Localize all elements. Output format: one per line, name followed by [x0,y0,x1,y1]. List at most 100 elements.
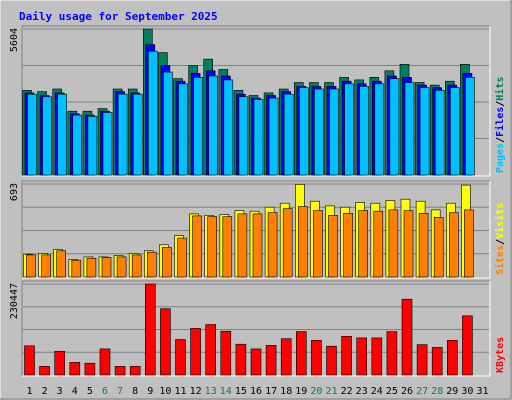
chart-title: Daily usage for September 2025 [19,10,218,23]
bar-kbytes-day-3 [54,350,66,376]
bar-pages-day-7 [117,93,128,176]
bar-sites-day-29 [448,212,459,278]
bar-sites-day-3 [56,250,67,278]
bar-pages-day-19 [298,87,309,176]
bar-pages-day-1 [27,93,37,176]
bar-sites-day-22 [343,213,353,278]
bar-pages-day-15 [238,96,249,176]
bar-sites-day-20 [313,210,323,278]
bar-sites-day-28 [433,217,444,278]
bar-sites-day-13 [207,216,217,278]
x-tick-label-day-29: 29 [446,386,458,397]
bar-kbytes-day-10 [160,308,171,376]
legend-hits: Hits [494,77,506,101]
x-tick-label-day-21: 21 [325,386,337,397]
x-tick-label-day-26: 26 [401,386,413,397]
x-tick-label-day-24: 24 [371,386,383,397]
bar-kbytes-day-20 [311,339,322,376]
bar-sites-day-1 [26,254,36,278]
x-tick-label-day-14: 14 [220,386,232,397]
bar-pages-day-11 [178,83,188,176]
x-tick-label-day-3: 3 [57,386,63,397]
bar-kbytes-day-9 [145,283,156,376]
x-tick-label-day-9: 9 [147,386,153,397]
panel-hits-legend: Pages/Files/Hits [494,77,506,173]
bar-sites-day-26 [403,210,414,278]
bar-kbytes-day-19 [295,331,307,376]
x-tick-label-day-5: 5 [87,386,93,397]
x-tick-label-day-23: 23 [356,386,368,397]
x-tick-label-day-10: 10 [159,386,171,397]
bar-pages-day-28 [434,90,445,176]
bar-sites-day-12 [192,215,202,278]
bar-kbytes-day-4 [69,362,81,376]
bar-sites-day-5 [86,257,97,278]
bar-pages-day-3 [57,93,68,176]
x-tick-label-day-22: 22 [341,386,353,397]
x-tick-label-day-7: 7 [117,386,123,397]
bar-sites-day-17 [267,212,278,278]
bar-kbytes-day-23 [356,337,368,376]
bar-kbytes-day-16 [250,348,262,376]
bar-pages-day-4 [72,114,83,176]
bar-pages-day-17 [268,97,279,176]
x-tick-label-day-17: 17 [265,386,277,397]
panel-kbytes-max-label: 230447 [9,283,20,319]
bar-pages-day-6 [102,112,113,176]
bar-pages-day-24 [374,83,385,176]
bar-sites-day-23 [358,210,369,278]
bar-kbytes-day-14 [220,330,232,376]
bar-sites-day-2 [41,254,51,278]
bar-sites-day-11 [177,237,187,278]
x-tick-label-day-28: 28 [431,386,443,397]
bar-sites-day-24 [373,210,384,278]
x-tick-label-day-8: 8 [132,386,138,397]
x-tick-label-day-27: 27 [416,386,428,397]
x-tick-label-day-30: 30 [461,386,473,397]
x-tick-label-day-25: 25 [386,386,398,397]
bar-kbytes-day-1 [24,345,35,376]
bar-sites-day-14 [222,216,233,278]
bar-pages-day-18 [283,93,294,176]
bar-kbytes-day-6 [99,348,111,376]
bar-kbytes-day-11 [175,339,186,376]
x-tick-label-day-19: 19 [295,386,307,397]
bar-pages-day-23 [359,86,370,176]
bar-sites-day-30 [464,209,474,278]
bar-sites-day-4 [71,259,82,278]
bar-pages-day-2 [42,96,52,176]
bar-pages-day-30 [465,77,475,176]
bar-kbytes-day-7 [114,365,126,376]
bar-sites-day-7 [116,256,127,278]
panel-hits-max-label: 5604 [9,28,20,52]
x-tick-label-day-18: 18 [280,386,292,397]
bar-sites-day-9 [147,251,157,278]
legend-kbytes: KBytes [495,337,506,373]
bar-sites-day-25 [388,209,399,278]
bar-kbytes-day-8 [129,365,141,376]
bar-pages-day-22 [344,83,354,176]
legend-pages: Pages [495,143,506,173]
bar-sites-day-18 [282,208,293,278]
bar-sites-day-21 [328,215,338,278]
legend-visits: Visits [494,203,506,239]
x-tick-label-day-16: 16 [250,386,262,397]
legend-separator: / [495,101,506,107]
bar-kbytes-day-28 [431,347,443,376]
bar-sites-day-6 [101,257,112,278]
x-tick-label-day-11: 11 [174,386,186,397]
bar-pages-day-21 [329,88,339,176]
x-tick-label-day-1: 1 [26,386,32,397]
legend-separator: / [495,137,506,143]
x-tick-label-day-13: 13 [205,386,217,397]
x-tick-label-day-12: 12 [190,386,202,397]
x-tick-label-day-31: 31 [476,386,488,397]
panel-hits: 5604 Pages/Files/Hits [9,25,506,177]
bar-pages-day-26 [404,82,415,176]
legend-separator: / [495,239,506,245]
bar-pages-day-16 [253,99,264,176]
bar-pages-day-5 [87,116,98,176]
bar-pages-day-8 [132,93,143,176]
bar-kbytes-day-22 [341,335,352,376]
bar-pages-day-12 [193,77,203,176]
